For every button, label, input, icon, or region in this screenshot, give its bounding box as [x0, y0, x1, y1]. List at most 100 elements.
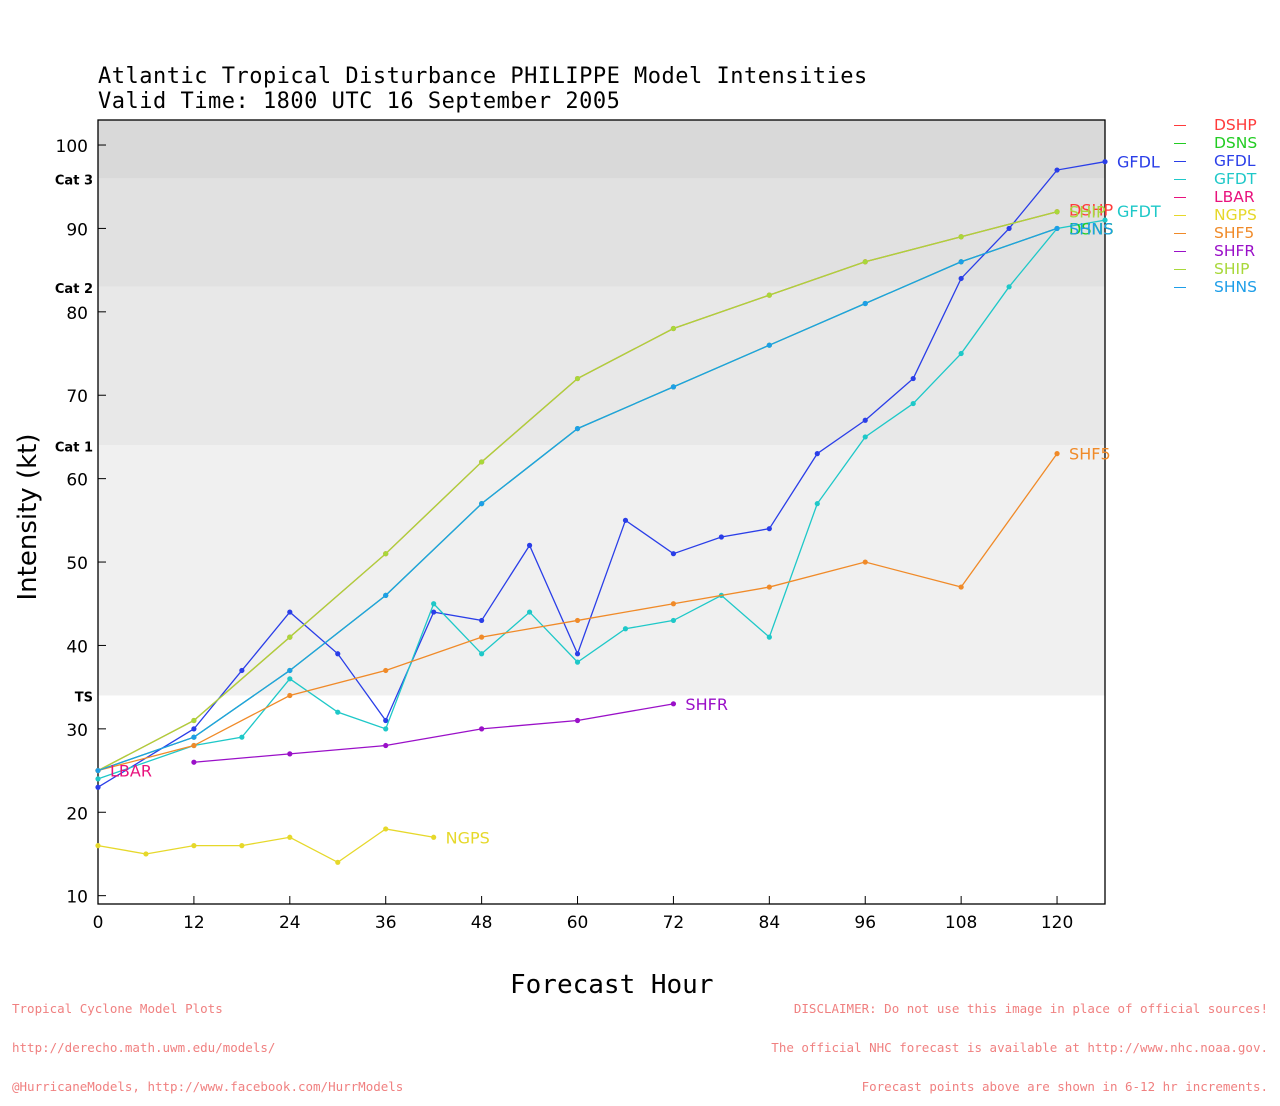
- y-tick-label: 10: [66, 888, 88, 908]
- data-point-shf5: [574, 617, 581, 624]
- data-point-gfdt: [526, 609, 533, 615]
- data-point-gfdl: [1054, 167, 1060, 173]
- legend-swatch: [1174, 196, 1186, 198]
- data-point-shns: [670, 384, 677, 390]
- data-point-gfdl: [718, 534, 724, 540]
- legend-label: SHNS: [1214, 278, 1257, 296]
- x-tick-label: 48: [471, 913, 493, 933]
- series-line-shfr: [193, 703, 674, 763]
- x-tick-label: 108: [945, 913, 977, 933]
- x-tick-label: 0: [93, 913, 104, 933]
- y-tick-label: 30: [66, 721, 88, 741]
- data-point-ship: [191, 717, 197, 724]
- data-point-gfdt: [670, 617, 677, 624]
- data-point-shf5: [862, 559, 868, 565]
- intensity-bands: TS Cat 1 Cat 2 Cat 3: [55, 120, 1105, 705]
- legend-swatch: [1174, 250, 1186, 252]
- legend-entry-gfdt: GFDT: [1170, 170, 1257, 188]
- data-point-shns: [862, 300, 868, 307]
- x-tick-label: 96: [854, 913, 876, 933]
- data-point-gfdt: [479, 651, 485, 657]
- data-point-ngps: [95, 843, 101, 849]
- data-point-ship: [574, 375, 581, 382]
- data-point-gfdl: [287, 609, 293, 615]
- data-point-gfdl: [95, 784, 101, 790]
- data-point-shns: [766, 342, 772, 348]
- legend-label: GFDL: [1214, 152, 1256, 170]
- data-point-gfdl: [670, 551, 677, 557]
- intensity-chart: TS Cat 1 Cat 2 Cat 3 0 12 24 36 48 60 72 84 96 108 12…: [55, 119, 1161, 933]
- y-tick-label: 50: [66, 554, 88, 574]
- data-point-ngps: [239, 843, 245, 849]
- data-point-ngps: [431, 834, 437, 840]
- data-point-shns: [95, 767, 101, 774]
- legend-label: GFDT: [1214, 170, 1257, 188]
- data-point-shf5: [670, 601, 677, 607]
- data-point-ship: [287, 634, 293, 640]
- data-point-ship: [862, 259, 868, 265]
- series-end-label-ship: SHIP: [1069, 203, 1106, 222]
- data-point-gfdt: [383, 726, 389, 732]
- legend-entry-ship: SHIP: [1170, 260, 1257, 278]
- series-end-label-gfdl: GFDL: [1117, 153, 1160, 172]
- data-point-shfr: [479, 726, 485, 732]
- data-point-ship: [1054, 209, 1060, 215]
- series-end-label-ngps: NGPS: [446, 828, 490, 847]
- data-point-shfr: [191, 759, 197, 765]
- series-end-label-shf5: SHF5: [1069, 445, 1111, 464]
- footer-left-line[interactable]: http://derecho.math.uwm.edu/models/: [12, 1040, 276, 1055]
- data-point-gfdl: [766, 526, 772, 532]
- data-point-gfdt: [1006, 284, 1012, 290]
- data-point-gfdt: [431, 601, 437, 607]
- legend-entry-shf5: SHF5: [1170, 224, 1257, 242]
- legend-swatch: [1174, 232, 1186, 234]
- data-point-gfdl: [526, 542, 533, 548]
- y-tick-label: 70: [66, 387, 88, 407]
- data-point-shf5: [287, 692, 293, 699]
- legend-swatch: [1174, 214, 1186, 216]
- legend-label: DSNS: [1214, 134, 1258, 152]
- data-point-shns: [383, 592, 389, 599]
- data-point-shf5: [958, 584, 964, 590]
- data-point-gfdl: [1102, 159, 1108, 165]
- legend-entry-dshp: DSHP: [1170, 116, 1257, 134]
- y-tick-label: 100: [56, 137, 88, 157]
- footer-left-line: Tropical Cyclone Model Plots: [12, 1001, 223, 1016]
- x-tick-label: 72: [663, 913, 685, 933]
- band-label: Cat 1: [55, 440, 93, 455]
- legend-entry-gfdl: GFDL: [1170, 152, 1257, 170]
- data-point-gfdt: [910, 400, 916, 407]
- y-axis-label: Intensity (kt): [13, 433, 43, 601]
- data-point-gfdt: [766, 634, 772, 640]
- data-point-gfdl: [814, 451, 820, 457]
- band-cat-2: [98, 178, 1105, 287]
- data-point-gfdt: [95, 776, 101, 782]
- data-point-gfdl: [622, 517, 629, 523]
- data-point-gfdt: [239, 734, 245, 740]
- data-point-shfr: [287, 751, 293, 757]
- x-tick-label: 60: [567, 913, 589, 933]
- series-end-label-shns: SHNS: [1069, 219, 1113, 238]
- x-tick-label: 120: [1041, 913, 1073, 933]
- y-tick-label: 90: [66, 220, 88, 240]
- data-point-gfdl: [335, 651, 341, 657]
- data-point-gfdt: [335, 709, 341, 715]
- data-point-shns: [1054, 225, 1060, 232]
- data-point-gfdt: [862, 434, 868, 440]
- data-point-ship: [766, 292, 772, 298]
- footer-disclaimer: DISCLAIMER: Do not use this image in pla…: [771, 976, 1268, 1106]
- data-point-shfr: [383, 742, 389, 749]
- legend-entry-lbar: LBAR: [1170, 188, 1257, 206]
- band-cat-3: [98, 120, 1105, 179]
- data-point-gfdl: [431, 609, 437, 615]
- legend-label: SHF5: [1214, 224, 1255, 242]
- legend-label: DSHP: [1214, 116, 1257, 134]
- band-label: Cat 2: [55, 282, 93, 297]
- footer-left-line[interactable]: @HurricaneModels, http://www.facebook.co…: [12, 1079, 404, 1094]
- data-point-ship: [479, 459, 485, 465]
- legend-swatch: [1174, 142, 1186, 144]
- data-point-ship: [958, 234, 964, 240]
- data-point-gfdl: [1006, 225, 1012, 232]
- data-point-gfdl: [910, 375, 916, 382]
